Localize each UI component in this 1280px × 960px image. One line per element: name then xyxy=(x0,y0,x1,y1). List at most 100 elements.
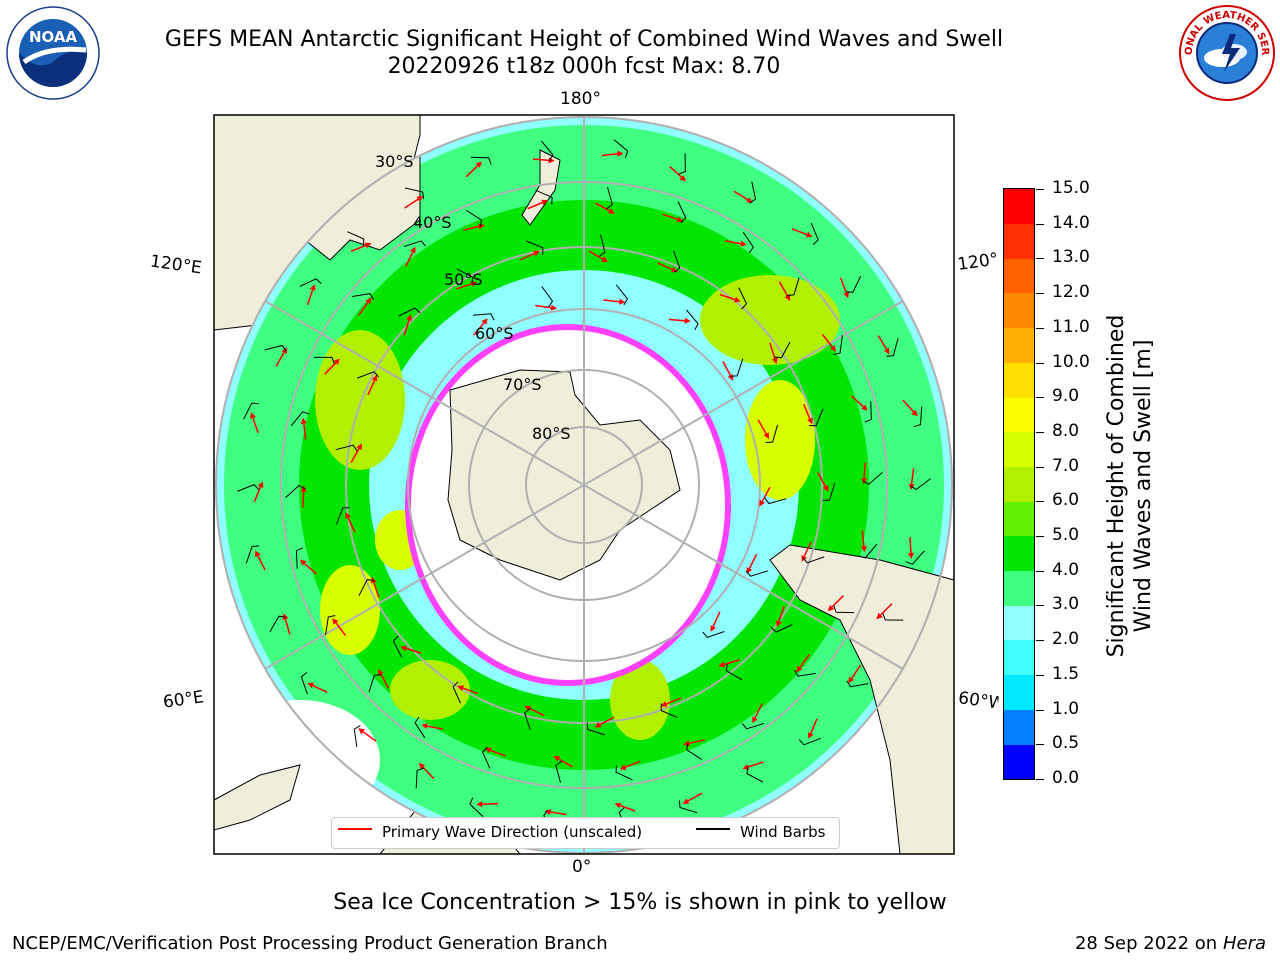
wave-arrow xyxy=(350,448,360,463)
wind-barb xyxy=(325,615,336,635)
colorbar-segment xyxy=(1004,674,1034,710)
wave-arrow xyxy=(595,202,610,212)
wind-barb xyxy=(466,209,483,228)
wave-arrow-head xyxy=(356,443,362,451)
wave-arrow-head xyxy=(843,291,849,299)
wave-arrow-head xyxy=(796,665,803,673)
colorbar-tick xyxy=(1036,744,1044,746)
wave-arrow xyxy=(367,379,376,396)
graticule xyxy=(216,117,952,853)
wave-arrow xyxy=(456,283,472,290)
colorbar-tick xyxy=(1036,779,1044,780)
wave-arrow-head xyxy=(406,314,412,321)
wave-arrow-head xyxy=(822,485,829,492)
wave-arrow xyxy=(253,486,262,503)
wave-arrows xyxy=(237,139,931,831)
wave-arrow-head xyxy=(307,682,314,689)
wave-arrow-head xyxy=(257,481,264,489)
wind-barb xyxy=(794,669,816,677)
wave-arrow xyxy=(748,553,758,569)
colorbar-tick-label: 3.0 xyxy=(1052,594,1080,615)
wave-arrow-head xyxy=(601,256,608,263)
wave-arrow-head xyxy=(281,347,288,354)
colorbar-segment xyxy=(1004,189,1034,224)
wave-arrow xyxy=(335,622,347,637)
lat-label-60s: 60°S xyxy=(475,324,514,343)
wind-barb xyxy=(469,797,484,817)
colorbar-tick-label: 10.0 xyxy=(1052,351,1090,372)
colorbar-segment xyxy=(1004,744,1034,780)
wind-barb xyxy=(749,181,757,204)
wind-barb xyxy=(686,742,702,761)
wave-arrow-head xyxy=(345,512,351,519)
wind-barb xyxy=(764,497,787,505)
wind-barb xyxy=(300,672,308,695)
wind-barb xyxy=(269,615,286,633)
wind-barb xyxy=(392,635,403,658)
wave-arrow xyxy=(778,281,788,297)
wave-arrow xyxy=(603,299,620,303)
wind-barb xyxy=(822,482,836,502)
wave-arrow xyxy=(733,190,749,201)
colorbar-tick-label: 13.0 xyxy=(1052,247,1090,268)
wind-barb xyxy=(470,156,492,165)
wave-arrow-head xyxy=(660,701,668,707)
wave-arrow-head xyxy=(550,304,557,311)
wave-arrow xyxy=(831,595,844,608)
wave-arrow-head xyxy=(300,485,307,492)
wave-arrow xyxy=(757,419,767,435)
colorbar-tick-label: 4.0 xyxy=(1052,559,1080,580)
wave-arrow-head xyxy=(682,798,690,804)
wind-barb xyxy=(798,737,821,746)
wave-arrow xyxy=(302,491,305,508)
wave-arrow xyxy=(405,251,414,267)
wind-barb xyxy=(615,284,629,306)
wave-arrow xyxy=(754,703,763,719)
wind-barb xyxy=(725,663,743,681)
wind-barb xyxy=(678,800,698,814)
lat-label-30s: 30°S xyxy=(375,152,414,171)
wind-barb xyxy=(833,335,843,356)
colorbar-tick-label: 15.0 xyxy=(1052,178,1090,198)
wave-arrow xyxy=(275,352,285,367)
colorbar-segment xyxy=(1004,501,1034,537)
wind-barb xyxy=(913,406,923,428)
colorbar-tick-label: 1.5 xyxy=(1052,663,1080,684)
colorbar-tick-label: 11.0 xyxy=(1052,316,1090,337)
wave-arrow xyxy=(257,555,266,571)
wave-arrow-head xyxy=(378,668,384,676)
wind-barb xyxy=(347,231,365,247)
colorbar xyxy=(1003,188,1035,780)
wave-arrow-head xyxy=(608,208,615,214)
wave-arrow-head xyxy=(333,358,340,365)
wave-arrow-head xyxy=(541,199,549,206)
wave-arrow-head xyxy=(416,196,424,202)
wave-arrow xyxy=(625,760,641,768)
wind-barb xyxy=(905,550,925,565)
wave-arrow xyxy=(550,811,567,816)
wave-arrow xyxy=(403,319,410,336)
wave-arrow xyxy=(599,716,615,726)
colorbar-tick xyxy=(1036,674,1044,676)
wave-arrow-head xyxy=(746,197,753,203)
wave-arrow-head xyxy=(740,240,747,247)
wave-arrow xyxy=(669,165,683,178)
wave-arrow xyxy=(761,486,771,502)
wave-arrow xyxy=(527,201,543,210)
wave-arrow xyxy=(380,673,390,689)
wave-arrow-head xyxy=(421,723,428,729)
wave-arrow-head xyxy=(617,150,624,157)
footer-date-text: 28 Sep 2022 on xyxy=(1074,933,1218,954)
wind-barb xyxy=(398,307,421,317)
wind-barb xyxy=(810,222,819,245)
wind-barb xyxy=(745,570,768,577)
wave-arrow-head xyxy=(771,357,778,364)
wave-arrow-head xyxy=(614,802,622,809)
wave-arrow xyxy=(358,301,369,316)
lon-label-0: 0° xyxy=(572,857,592,877)
wave-arrow xyxy=(850,664,862,679)
colorbar-segment xyxy=(1004,570,1034,606)
wave-arrow xyxy=(404,198,419,209)
wave-arrow-head xyxy=(364,242,372,249)
wind-barb xyxy=(606,187,613,210)
